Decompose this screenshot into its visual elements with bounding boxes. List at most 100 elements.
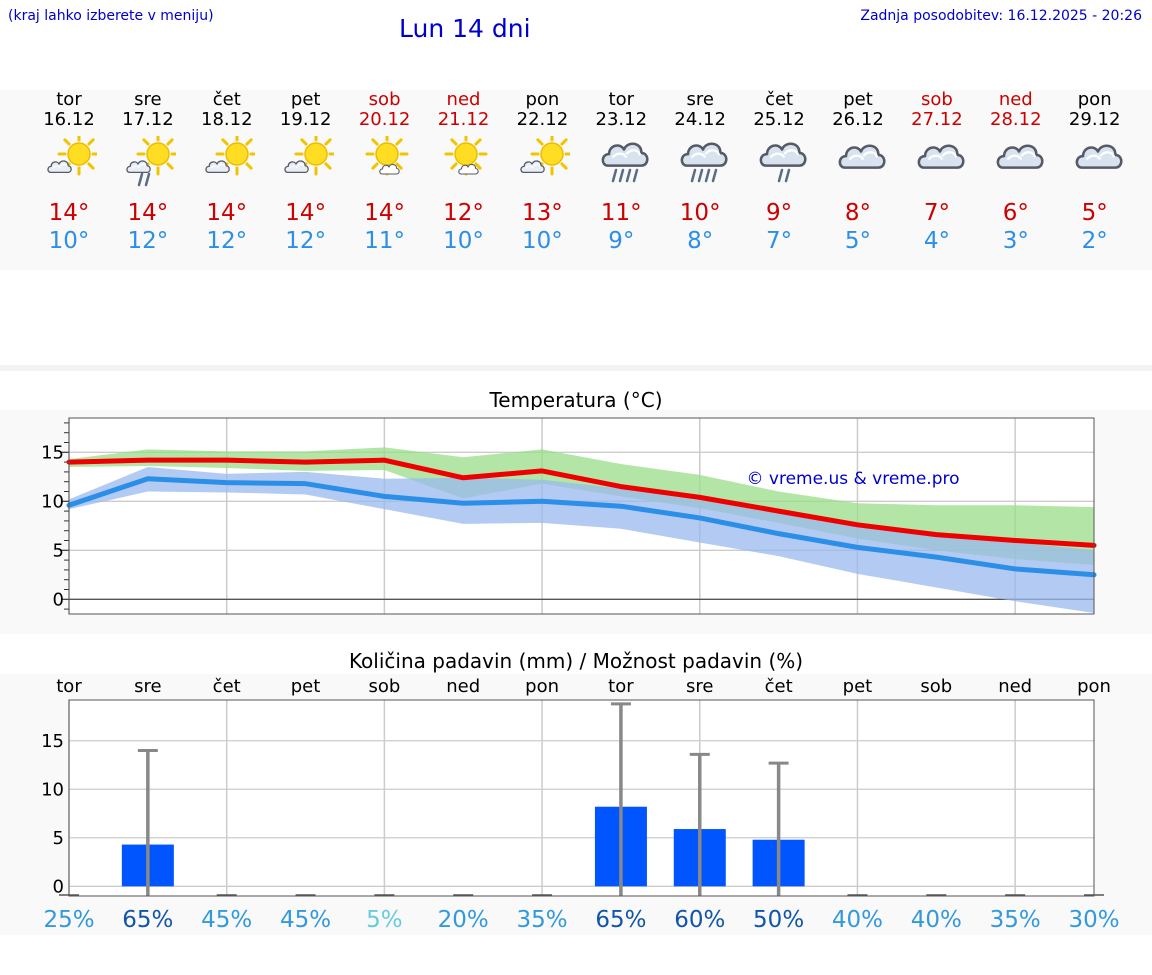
precipitation-chance-label: 35%	[990, 907, 1041, 933]
forecast-low-temp: 8°	[687, 228, 714, 254]
forecast-day: tor 16.12 14° 10°	[29, 90, 109, 270]
x-category-label: ned	[446, 676, 480, 697]
forecast-high-temp: 7°	[923, 200, 950, 226]
forecast-day-name: pon	[1077, 89, 1112, 110]
x-category-label: ned	[998, 676, 1032, 697]
forecast-day-name: čet	[765, 89, 794, 110]
temperature-chart-title: Temperatura (°C)	[489, 388, 663, 412]
forecast-date: 16.12	[43, 109, 95, 130]
x-category-label: sob	[920, 676, 952, 697]
forecast-low-temp: 2°	[1081, 228, 1108, 254]
page-title: Lun 14 dni	[399, 14, 531, 43]
forecast-high-temp: 14°	[127, 200, 169, 226]
forecast-day-name: čet	[212, 89, 241, 110]
y-tick-label: 0	[53, 876, 64, 897]
forecast-day-name: sob	[920, 89, 953, 110]
cloudy-icon	[1075, 144, 1123, 169]
forecast-day: ned 21.12 12° 10°	[424, 90, 504, 270]
forecast-day-name: tor	[56, 89, 82, 110]
sun-cloud-light-rain-icon	[126, 136, 176, 187]
max-temp-line	[66, 457, 1097, 548]
separator	[0, 365, 1152, 371]
forecast-day-name: pet	[843, 89, 873, 110]
precipitation-chance-label: 40%	[911, 907, 962, 933]
precipitation-chance-label: 20%	[438, 907, 489, 933]
forecast-day: ned 28.12 6° 3°	[976, 90, 1056, 270]
forecast-low-temp: 3°	[1002, 228, 1029, 254]
precipitation-chance-label: 25%	[43, 907, 94, 933]
partly-sunny-icon	[47, 136, 97, 176]
forecast-day-name: pon	[525, 89, 560, 110]
x-category-label: sre	[686, 676, 713, 697]
plot-border	[68, 699, 1095, 897]
y-tick-label: 5	[53, 828, 64, 849]
forecast-date: 17.12	[122, 109, 174, 130]
forecast-high-temp: 10°	[679, 200, 721, 226]
location-menu-hint[interactable]: (kraj lahko izberete v meniju)	[8, 8, 214, 24]
forecast-low-temp: 12°	[206, 228, 248, 254]
forecast-low-temp: 12°	[285, 228, 327, 254]
forecast-low-temp: 10°	[443, 228, 484, 254]
partly-sunny-icon	[205, 136, 255, 176]
y-tick-label: 10	[41, 779, 64, 800]
x-category-label: pet	[291, 676, 321, 697]
forecast-high-temp: 14°	[206, 200, 248, 226]
min-temp-line	[66, 476, 1097, 578]
forecast-strip: tor 16.12 14° 10° sre 17.12 14° 12° čet 18.12 14° 1…	[0, 90, 1152, 270]
forecast-high-temp: 9°	[766, 200, 793, 226]
forecast-day: pet 19.12 14° 12°	[266, 90, 346, 270]
forecast-low-temp: 4°	[923, 228, 950, 254]
forecast-day: tor 23.12 11° 9°	[581, 90, 661, 270]
forecast-day-name: ned	[998, 89, 1033, 110]
forecast-day: pon 22.12 13° 10°	[502, 90, 582, 270]
forecast-high-temp: 14°	[285, 200, 327, 226]
forecast-high-temp: 8°	[844, 200, 872, 226]
forecast-high-temp: 13°	[522, 200, 563, 226]
forecast-date: 24.12	[674, 109, 726, 130]
watermark: © vreme.us & vreme.pro	[746, 469, 959, 489]
precipitation-chance-label: 60%	[674, 907, 725, 933]
forecast-day: pet 26.12 8° 5°	[818, 90, 898, 270]
forecast-date: 19.12	[279, 109, 332, 130]
x-category-label: pon	[1077, 676, 1111, 697]
precipitation-chart-panel: 0 5 10 15 tor sre čet pet sob ned pon tor sre čet pet s…	[0, 674, 1152, 935]
forecast-day-name: sob	[368, 89, 401, 110]
forecast-date: 29.12	[1068, 109, 1121, 130]
x-category-label: pet	[843, 676, 873, 697]
forecast-day: sre 24.12 10° 8°	[660, 90, 740, 270]
x-category-label: čet	[765, 676, 793, 697]
precipitation-chance-label: 45%	[280, 907, 331, 933]
sun-small-cloud-icon	[444, 136, 487, 176]
forecast-low-temp: 12°	[127, 228, 169, 254]
plot-border	[68, 417, 1095, 615]
precipitation-chance-label: 50%	[753, 907, 804, 933]
forecast-day-name: sre	[686, 89, 714, 110]
cloudy-icon	[838, 144, 886, 169]
y-tick-label: 10	[41, 491, 64, 512]
forecast-day-name: ned	[446, 89, 481, 110]
plot-area	[69, 700, 1094, 896]
precipitation-chance-label: 5%	[366, 907, 403, 933]
forecast-low-temp: 11°	[364, 228, 405, 254]
cloud-rain-icon	[680, 142, 728, 183]
forecast-low-temp: 9°	[608, 228, 635, 254]
forecast-high-temp: 14°	[364, 200, 405, 226]
forecast-day: sre 17.12 14° 12°	[108, 90, 188, 270]
x-category-label: pon	[525, 676, 559, 697]
forecast-date: 27.12	[911, 109, 963, 130]
forecast-date: 22.12	[516, 109, 569, 130]
precipitation-chance-label: 40%	[832, 907, 883, 933]
forecast-date: 18.12	[201, 109, 253, 130]
forecast-day: pon 29.12 5° 2°	[1055, 90, 1135, 270]
forecast-day: sob 27.12 7° 4°	[897, 90, 977, 270]
x-category-label: sob	[368, 676, 400, 697]
forecast-low-temp: 7°	[766, 228, 793, 254]
forecast-date: 21.12	[437, 109, 490, 130]
sun-small-cloud-icon	[365, 136, 409, 176]
forecast-low-temp: 10°	[48, 228, 90, 254]
temperature-chart-panel: 0 5 10 15 © vreme.us & vreme.pro	[0, 410, 1152, 634]
x-category-label: čet	[213, 676, 241, 697]
forecast-day: sob 20.12 14° 11°	[345, 90, 425, 270]
precipitation-chart-title: Količina padavin (mm) / Možnost padavin …	[348, 649, 804, 673]
last-update-text: Zadnja posodobitev: 16.12.2025 - 20:26	[860, 8, 1142, 24]
